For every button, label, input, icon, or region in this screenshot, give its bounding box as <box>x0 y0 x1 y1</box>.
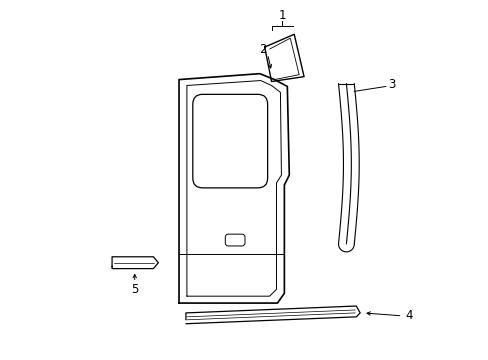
Text: 5: 5 <box>131 283 138 296</box>
Text: 4: 4 <box>405 309 412 322</box>
Text: 1: 1 <box>278 9 285 22</box>
Text: 3: 3 <box>387 78 395 91</box>
Text: 2: 2 <box>259 42 266 55</box>
